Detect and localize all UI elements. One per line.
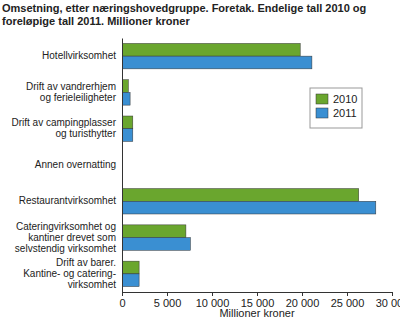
tick-mark (167, 292, 168, 296)
tick: Drift av barer.Kantine- og catering-virk… (23, 257, 122, 290)
tick-label: Drift av barer.Kantine- og catering-virk… (23, 257, 116, 290)
tick-mark (347, 292, 348, 296)
tick-mark (122, 292, 123, 296)
axis-line (122, 39, 123, 293)
title: Omsetning, etter næringshovedgruppe. For… (2, 2, 366, 27)
legend-swatch (316, 94, 328, 104)
bar (122, 261, 139, 274)
tick: Restaurantvirksomhet (19, 195, 122, 206)
legend-frame (310, 88, 362, 128)
tick-label: Annen overnatting (35, 159, 116, 170)
chart: Omsetning, etter næringshovedgruppe. For… (0, 0, 400, 320)
legend-label: 2011 (333, 107, 357, 119)
tick-label: Hotellvirksomhet (42, 50, 116, 61)
tick: 5 000 (154, 292, 182, 309)
tick: 0 (119, 292, 125, 309)
tick-mark (302, 292, 303, 296)
tick: Drift av campingplasserog turisthytter (12, 117, 122, 139)
axis-line (123, 293, 393, 297)
bar (122, 225, 186, 238)
tick-label: 30 000 (376, 297, 400, 309)
tick: 30 000 (376, 292, 400, 309)
tick: Hotellvirksomhet (42, 50, 122, 61)
legend-label: 2010 (333, 93, 357, 105)
tick-mark (212, 292, 213, 296)
tick: Cateringvirksomhet ogkantiner drevet som… (15, 221, 122, 254)
y-axis: Hotellvirksomhet Drift av vandrerhjemog f… (12, 39, 123, 293)
bar (122, 92, 130, 105)
bar (122, 116, 133, 129)
tick-mark (392, 292, 393, 296)
tick-label: 25 000 (331, 297, 365, 309)
tick: 25 000 (331, 292, 365, 309)
legend-swatch (316, 108, 328, 118)
bar (122, 274, 139, 287)
tick-label: Drift av vandrerhjemog ferieleiligheter (26, 81, 117, 103)
tick: Drift av vandrerhjemog ferieleiligheter (26, 81, 122, 103)
legend-item: 2011 (316, 107, 357, 119)
tick-label: Restaurantvirksomhet (19, 195, 116, 206)
tick-label: 5 000 (154, 297, 182, 309)
legend-item: 2010 (316, 93, 357, 105)
legend: 2010 2011 (310, 88, 362, 128)
bar (122, 189, 359, 202)
bar (122, 129, 133, 142)
tick-mark (257, 292, 258, 296)
bar (122, 43, 300, 56)
bar (122, 201, 376, 214)
tick: Annen overnatting (35, 159, 122, 170)
bar (122, 238, 190, 251)
tick-label: Drift av campingplasserog turisthytter (12, 117, 117, 139)
tick-label: 0 (119, 297, 125, 309)
bars (122, 43, 376, 286)
axis-title: Millioner kroner (219, 307, 295, 319)
plot: 05 00010 00015 00020 00025 00030 000Hote… (12, 39, 400, 309)
bar (122, 56, 312, 69)
tick-label: Cateringvirksomhet ogkantiner drevet som… (15, 221, 116, 254)
